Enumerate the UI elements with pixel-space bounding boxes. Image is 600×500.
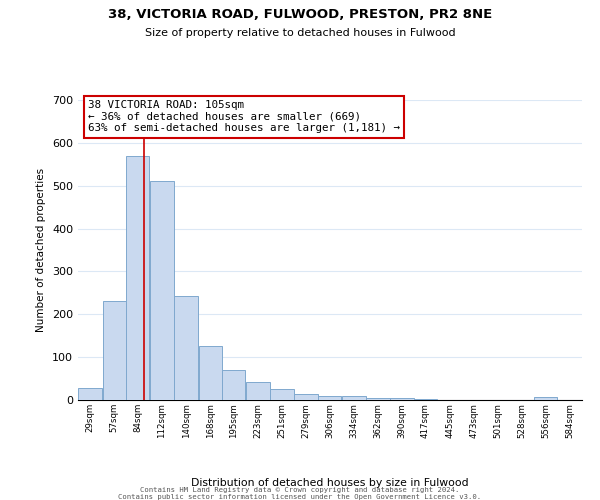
Bar bbox=[318, 396, 341, 400]
Text: 38, VICTORIA ROAD, FULWOOD, PRESTON, PR2 8NE: 38, VICTORIA ROAD, FULWOOD, PRESTON, PR2… bbox=[108, 8, 492, 20]
Bar bbox=[103, 300, 126, 400]
Bar bbox=[342, 396, 365, 400]
Text: 38 VICTORIA ROAD: 105sqm
← 36% of detached houses are smaller (669)
63% of semi-: 38 VICTORIA ROAD: 105sqm ← 36% of detach… bbox=[88, 100, 400, 133]
Text: Distribution of detached houses by size in Fulwood: Distribution of detached houses by size … bbox=[191, 478, 469, 488]
Bar bbox=[270, 389, 294, 400]
Bar bbox=[150, 182, 173, 400]
Text: Size of property relative to detached houses in Fulwood: Size of property relative to detached ho… bbox=[145, 28, 455, 38]
Bar bbox=[414, 398, 437, 400]
Bar bbox=[199, 346, 222, 400]
Text: Contains HM Land Registry data © Crown copyright and database right 2024.
Contai: Contains HM Land Registry data © Crown c… bbox=[118, 487, 482, 500]
Y-axis label: Number of detached properties: Number of detached properties bbox=[37, 168, 46, 332]
Bar bbox=[126, 156, 149, 400]
Bar bbox=[79, 388, 102, 400]
Bar bbox=[246, 382, 269, 400]
Bar bbox=[391, 398, 414, 400]
Bar bbox=[295, 394, 318, 400]
Bar bbox=[534, 397, 557, 400]
Bar bbox=[222, 370, 245, 400]
Bar bbox=[175, 296, 198, 400]
Bar bbox=[366, 398, 390, 400]
